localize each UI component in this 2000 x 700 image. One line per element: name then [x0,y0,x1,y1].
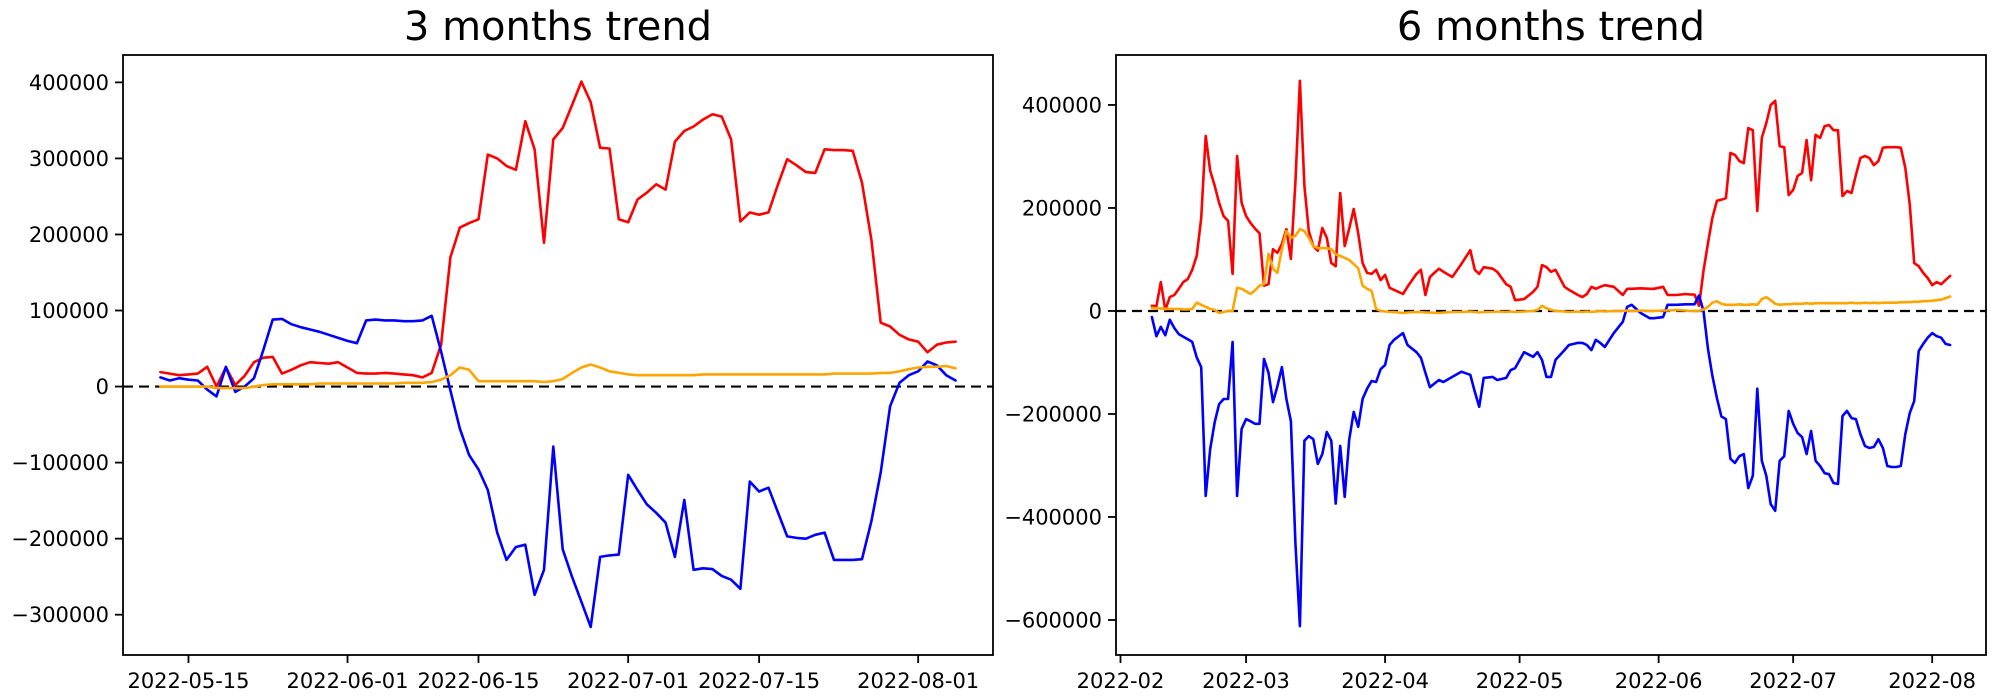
chart-6-months: 6 months trend 400000 200000 0 −200000 −4000… [1004,4,1987,693]
y-tick-label: −200000 [1004,402,1102,426]
x-tick-label: 2022-07 [1749,669,1837,693]
x-tick-label: 2022-03 [1202,669,1290,693]
plot-area-left: 400000 300000 200000 100000 0 −100000 −200000 −… [11,54,994,693]
series-orange-line [159,363,957,390]
y-tick-label: −100000 [11,451,109,475]
chart-title-right: 6 months trend [1397,4,1705,50]
y-tick-label: −600000 [1004,608,1102,632]
plot-area-right: 400000 200000 0 −200000 −400000 −600000 2022-0… [1004,54,1987,693]
y-tick-label: 100000 [29,299,109,323]
x-tick-label: 2022-07-01 [567,669,689,693]
x-tick-label: 2022-08-01 [857,669,979,693]
y-tick-label: −400000 [1004,505,1102,529]
x-tick-label: 2022-05 [1476,669,1564,693]
series-red-line [159,80,957,388]
plot-border [1115,54,1987,656]
y-tick-label: 0 [96,375,109,399]
x-tick-label: 2022-05-15 [127,669,249,693]
plot-border [122,54,994,656]
chart-3-months: 3 months trend 400000 300000 200000 100000 0… [11,4,994,693]
x-tick-label: 2022-07-15 [698,669,820,693]
x-tick-label: 2022-04 [1341,669,1429,693]
y-tick-label: 400000 [1022,93,1102,117]
series-blue-line [1150,294,1952,628]
y-tick-label: 400000 [29,71,109,95]
x-tick-label: 2022-06-15 [417,669,539,693]
y-tick-label: 300000 [29,147,109,171]
x-tick-label: 2022-06-01 [286,669,408,693]
y-tick-label: −200000 [11,527,109,551]
series-blue-line [159,314,957,629]
y-tick-label: 200000 [1022,196,1102,220]
y-tick-label: 0 [1089,299,1102,323]
y-tick-label: −300000 [11,603,109,627]
x-tick-label: 2022-06 [1615,669,1703,693]
series-orange-line [1150,227,1952,315]
x-tick-label: 2022-02 [1077,669,1165,693]
y-tick-label: 200000 [29,223,109,247]
chart-title-left: 3 months trend [404,4,712,50]
x-tick-label: 2022-08 [1888,669,1976,693]
series-red-line [1150,79,1952,312]
